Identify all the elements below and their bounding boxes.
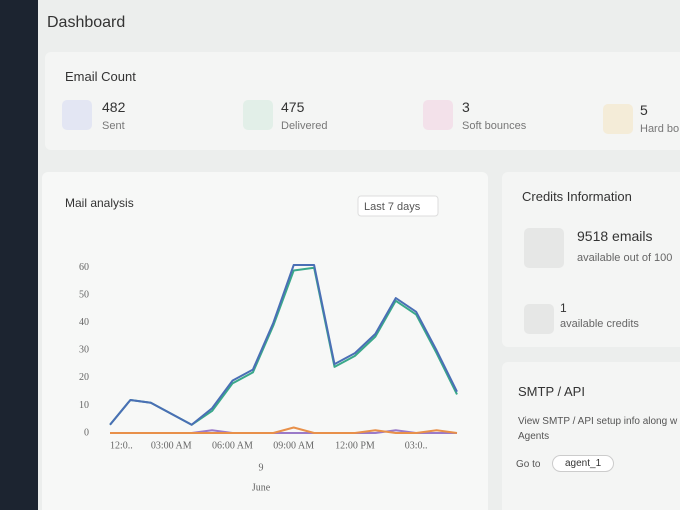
y-tick-label: 60 — [79, 262, 89, 273]
credits-note: available credits — [560, 318, 639, 330]
card-title: Email Count — [65, 69, 136, 84]
email-count-card: Email Count 482 Sent 475 Delivered 3 Sof… — [45, 52, 680, 150]
card-title: SMTP / API — [518, 384, 585, 399]
smtp-text: Agents — [518, 431, 550, 442]
stat-value: 3 — [462, 99, 470, 115]
stat-label: Sent — [102, 120, 125, 132]
filter-dropdown[interactable] — [357, 195, 439, 217]
line-series — [110, 426, 458, 434]
month-label: June — [252, 482, 271, 493]
y-tick-label: 40 — [79, 317, 89, 328]
x-tick-label: 06:00 AM — [212, 440, 253, 451]
smtp-text: View SMTP / API setup info along w — [518, 416, 678, 427]
credits-emails: 9518 emails — [577, 228, 653, 244]
y-tick-label: 10 — [79, 400, 89, 411]
y-tick-label: 30 — [79, 345, 89, 356]
card-title: Credits Information — [522, 189, 632, 204]
x-tick-label: 12:00 PM — [335, 440, 375, 451]
page-title: Dashboard — [47, 14, 126, 31]
y-tick-label: 50 — [79, 290, 89, 301]
mail-analysis-card: Mail analysis Last 7 days 9 June 0 10 20 30… — [42, 172, 488, 510]
chart: Mail analysis Last 7 days 9 June 0 10 20 30… — [65, 195, 458, 493]
x-tick-label: 09:00 AM — [273, 440, 314, 451]
soft-bounce-icon — [423, 100, 453, 130]
stat-label: Hard bo — [640, 123, 680, 135]
credits-note: available out of 100 — [577, 252, 673, 264]
stat-label: Soft bounces — [462, 120, 527, 132]
sidebar — [0, 0, 38, 510]
chart-title: Mail analysis — [65, 196, 134, 210]
x-tick-label: 03:00 AM — [151, 440, 192, 451]
goto-label: Go to — [516, 459, 541, 470]
stat-label: Delivered — [281, 120, 328, 132]
sent-icon — [62, 100, 92, 130]
agent-select[interactable]: agent_1 — [552, 455, 615, 472]
smtp-card: SMTP / API View SMTP / API setup info al… — [502, 362, 680, 510]
y-tick-label: 0 — [84, 427, 89, 438]
filter-label[interactable]: Last 7 days — [364, 201, 421, 213]
date-label: 9 — [259, 462, 264, 473]
credits-icon — [524, 304, 554, 334]
credits-count: 1 — [560, 301, 567, 315]
x-tick-label: 12:0.. — [110, 440, 133, 451]
email-icon — [524, 228, 564, 268]
stat-value: 475 — [281, 99, 305, 115]
hard-bounce-icon — [603, 104, 633, 134]
x-tick-label: 03:0.. — [405, 440, 428, 451]
y-tick-label: 20 — [79, 372, 89, 383]
delivered-icon — [243, 100, 273, 130]
line-series — [109, 264, 458, 426]
credits-card: Credits Information 9518 emails availabl… — [502, 172, 680, 347]
stat-value: 482 — [102, 99, 126, 115]
stat-value: 5 — [640, 102, 648, 118]
